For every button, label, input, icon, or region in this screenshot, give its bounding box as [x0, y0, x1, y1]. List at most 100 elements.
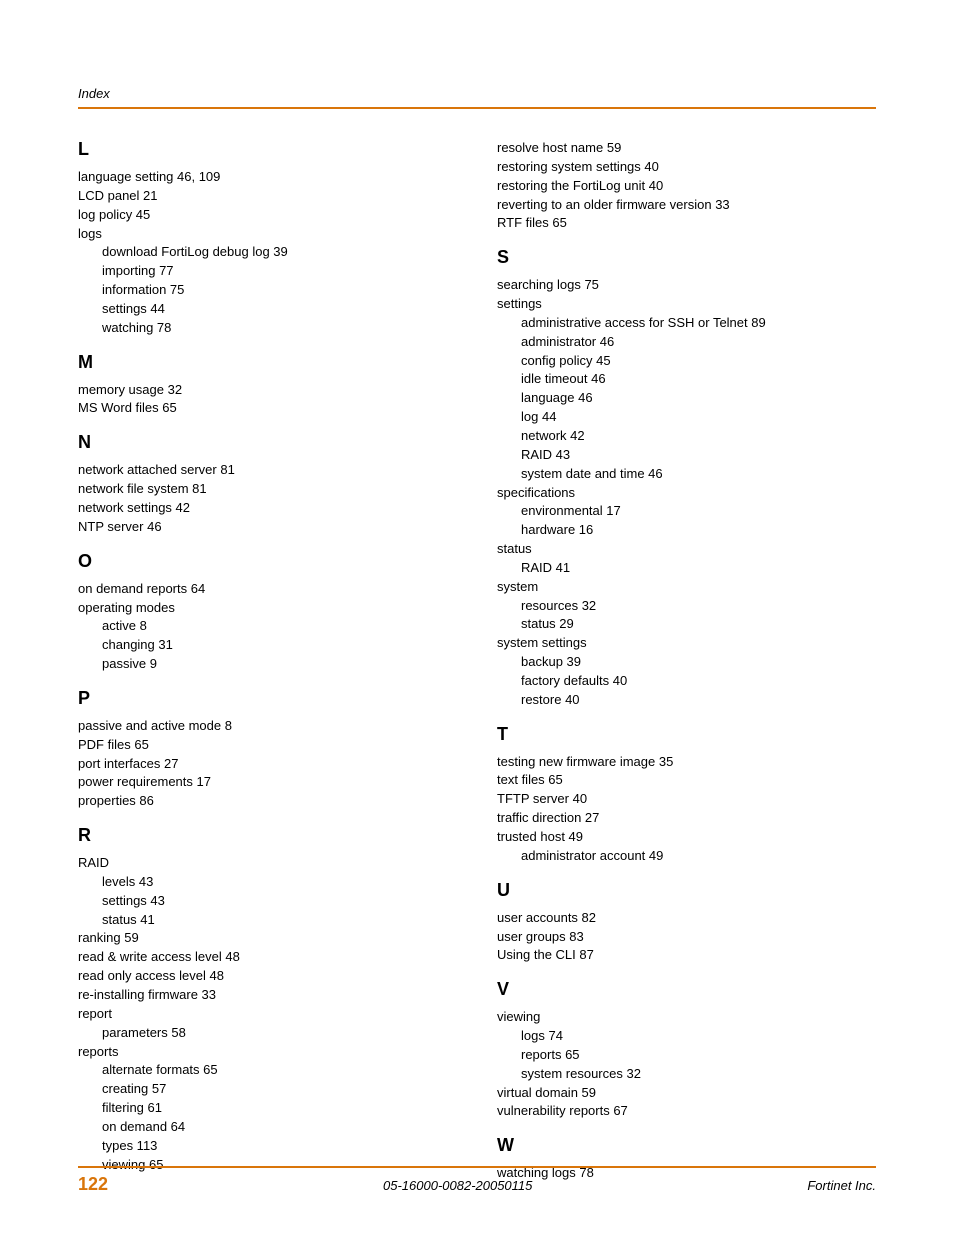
index-entry: searching logs 75 — [497, 276, 876, 295]
index-entry: RTF files 65 — [497, 214, 876, 233]
index-subentry: environmental 17 — [521, 502, 876, 521]
index-columns: Llanguage setting 46, 109LCD panel 21log… — [78, 139, 876, 1183]
index-entry: Using the CLI 87 — [497, 946, 876, 965]
index-subentry: active 8 — [102, 617, 457, 636]
index-subentry: administrative access for SSH or Telnet … — [521, 314, 876, 333]
index-subentry: settings 43 — [102, 892, 457, 911]
index-entry: operating modes — [78, 599, 457, 618]
index-subentry: status 29 — [521, 615, 876, 634]
index-subentry: system resources 32 — [521, 1065, 876, 1084]
index-letter: M — [78, 352, 457, 373]
index-entry: virtual domain 59 — [497, 1084, 876, 1103]
index-entry: resolve host name 59 — [497, 139, 876, 158]
index-subentry: types 113 — [102, 1137, 457, 1156]
index-entry: trusted host 49 — [497, 828, 876, 847]
index-entry: testing new firmware image 35 — [497, 753, 876, 772]
index-letter: T — [497, 724, 876, 745]
index-entry: report — [78, 1005, 457, 1024]
index-entry: specifications — [497, 484, 876, 503]
index-subentry: language 46 — [521, 389, 876, 408]
index-entry: read & write access level 48 — [78, 948, 457, 967]
index-entry: traffic direction 27 — [497, 809, 876, 828]
index-letter: L — [78, 139, 457, 160]
index-subentry: resources 32 — [521, 597, 876, 616]
index-entry: RAID — [78, 854, 457, 873]
index-letter: V — [497, 979, 876, 1000]
index-entry: on demand reports 64 — [78, 580, 457, 599]
index-subentry: administrator 46 — [521, 333, 876, 352]
index-letter: O — [78, 551, 457, 572]
index-entry: network attached server 81 — [78, 461, 457, 480]
index-entry: status — [497, 540, 876, 559]
index-letter: U — [497, 880, 876, 901]
index-entry: reports — [78, 1043, 457, 1062]
index-entry: vulnerability reports 67 — [497, 1102, 876, 1121]
index-entry: system settings — [497, 634, 876, 653]
page-header: Index — [78, 86, 876, 109]
index-entry: log policy 45 — [78, 206, 457, 225]
index-subentry: administrator account 49 — [521, 847, 876, 866]
index-subentry: reports 65 — [521, 1046, 876, 1065]
index-entry: read only access level 48 — [78, 967, 457, 986]
index-subentry: passive 9 — [102, 655, 457, 674]
left-column: Llanguage setting 46, 109LCD panel 21log… — [78, 139, 457, 1183]
index-subentry: logs 74 — [521, 1027, 876, 1046]
index-subentry: idle timeout 46 — [521, 370, 876, 389]
index-entry: logs — [78, 225, 457, 244]
company-name: Fortinet Inc. — [807, 1178, 876, 1193]
index-entry: TFTP server 40 — [497, 790, 876, 809]
index-letter: N — [78, 432, 457, 453]
index-entry: reverting to an older firmware version 3… — [497, 196, 876, 215]
index-entry: viewing — [497, 1008, 876, 1027]
index-subentry: creating 57 — [102, 1080, 457, 1099]
index-subentry: alternate formats 65 — [102, 1061, 457, 1080]
index-letter: R — [78, 825, 457, 846]
page-footer: 122 05-16000-0082-20050115 Fortinet Inc. — [78, 1166, 876, 1195]
index-subentry: log 44 — [521, 408, 876, 427]
index-entry: properties 86 — [78, 792, 457, 811]
index-subentry: system date and time 46 — [521, 465, 876, 484]
index-letter: P — [78, 688, 457, 709]
index-entry: system — [497, 578, 876, 597]
index-entry: passive and active mode 8 — [78, 717, 457, 736]
index-subentry: download FortiLog debug log 39 — [102, 243, 457, 262]
index-subentry: RAID 41 — [521, 559, 876, 578]
index-subentry: hardware 16 — [521, 521, 876, 540]
index-subentry: changing 31 — [102, 636, 457, 655]
index-entry: port interfaces 27 — [78, 755, 457, 774]
index-subentry: factory defaults 40 — [521, 672, 876, 691]
index-entry: network file system 81 — [78, 480, 457, 499]
index-subentry: restore 40 — [521, 691, 876, 710]
index-entry: user accounts 82 — [497, 909, 876, 928]
index-entry: text files 65 — [497, 771, 876, 790]
index-subentry: RAID 43 — [521, 446, 876, 465]
index-subentry: settings 44 — [102, 300, 457, 319]
index-subentry: levels 43 — [102, 873, 457, 892]
index-letter: S — [497, 247, 876, 268]
index-entry: settings — [497, 295, 876, 314]
right-column: resolve host name 59restoring system set… — [497, 139, 876, 1183]
index-entry: power requirements 17 — [78, 773, 457, 792]
index-entry: restoring system settings 40 — [497, 158, 876, 177]
index-subentry: status 41 — [102, 911, 457, 930]
index-letter: W — [497, 1135, 876, 1156]
index-entry: restoring the FortiLog unit 40 — [497, 177, 876, 196]
index-subentry: importing 77 — [102, 262, 457, 281]
index-entry: MS Word files 65 — [78, 399, 457, 418]
index-subentry: config policy 45 — [521, 352, 876, 371]
index-subentry: information 75 — [102, 281, 457, 300]
index-entry: PDF files 65 — [78, 736, 457, 755]
document-id: 05-16000-0082-20050115 — [383, 1178, 532, 1193]
index-entry: LCD panel 21 — [78, 187, 457, 206]
index-subentry: backup 39 — [521, 653, 876, 672]
index-subentry: watching 78 — [102, 319, 457, 338]
index-entry: re-installing firmware 33 — [78, 986, 457, 1005]
index-entry: ranking 59 — [78, 929, 457, 948]
index-entry: network settings 42 — [78, 499, 457, 518]
index-subentry: filtering 61 — [102, 1099, 457, 1118]
index-entry: memory usage 32 — [78, 381, 457, 400]
page-number: 122 — [78, 1174, 108, 1195]
index-subentry: on demand 64 — [102, 1118, 457, 1137]
index-entry: user groups 83 — [497, 928, 876, 947]
index-subentry: parameters 58 — [102, 1024, 457, 1043]
